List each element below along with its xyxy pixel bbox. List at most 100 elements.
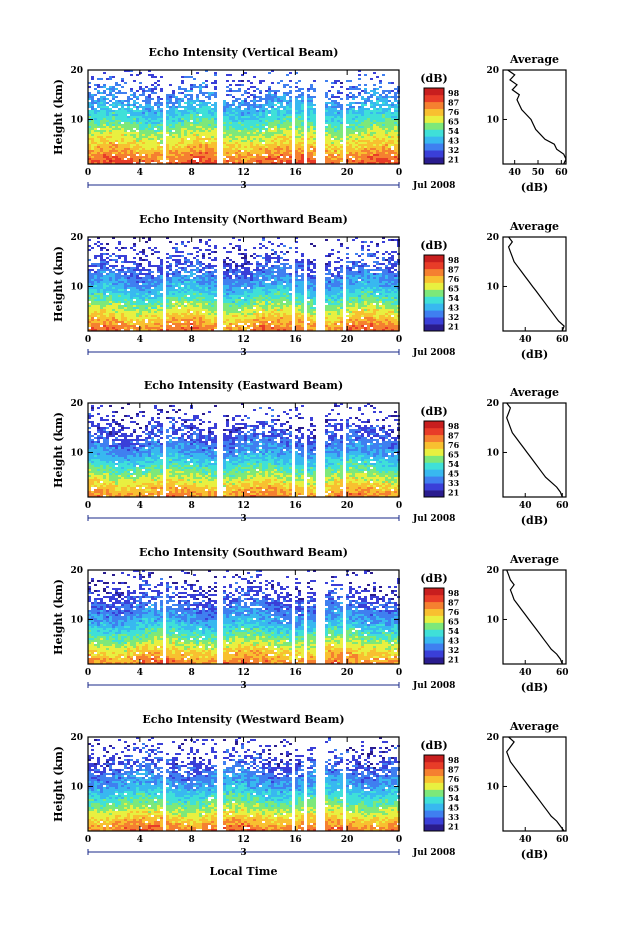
heatmap-cell xyxy=(172,106,175,108)
heatmap-cell xyxy=(274,158,277,160)
heatmap-cell xyxy=(388,96,391,98)
heatmap-cell xyxy=(361,90,364,92)
heatmap-cell xyxy=(139,321,142,323)
heatmap-cell xyxy=(142,122,145,124)
heatmap-cell xyxy=(277,110,280,112)
heatmap-cell xyxy=(271,132,274,134)
heatmap-cell xyxy=(325,142,328,144)
heatmap-cell xyxy=(286,118,289,120)
heatmap-cell xyxy=(196,307,199,309)
heatmap-cell xyxy=(286,120,289,122)
heatmap-cell xyxy=(214,80,217,82)
heatmap-cell xyxy=(274,108,277,110)
heatmap-cell xyxy=(355,86,358,88)
heatmap-cell xyxy=(256,104,259,106)
heatmap-cell xyxy=(349,154,352,156)
heatmap-cell xyxy=(169,269,172,271)
heatmap-cell xyxy=(136,122,139,124)
heatmap-cell xyxy=(277,160,280,162)
heatmap-cell xyxy=(130,116,133,118)
heatmap-cell xyxy=(226,112,229,114)
heatmap-cell xyxy=(334,140,337,142)
heatmap-cell xyxy=(388,110,391,112)
heatmap-cell xyxy=(94,126,97,128)
heatmap-cell xyxy=(181,295,184,297)
heatmap-cell xyxy=(280,136,283,138)
heatmap-cell xyxy=(160,307,163,309)
heatmap-cell xyxy=(190,301,193,303)
heatmap-cell xyxy=(127,269,130,271)
heatmap-cell xyxy=(253,108,256,110)
heatmap-cell xyxy=(187,126,190,128)
heatmap-cell xyxy=(259,134,262,136)
heatmap-cell xyxy=(178,130,181,132)
heatmap-cell xyxy=(127,158,130,160)
heatmap-cell xyxy=(121,140,124,142)
heatmap-cell xyxy=(148,319,151,321)
heatmap-cell xyxy=(124,303,127,305)
heatmap-cell xyxy=(130,152,133,154)
heatmap-cell xyxy=(229,136,232,138)
heatmap-cell xyxy=(388,124,391,126)
heatmap-cell xyxy=(382,122,385,124)
heatmap-cell xyxy=(193,124,196,126)
heatmap-cell xyxy=(136,291,139,293)
heatmap-cell xyxy=(373,120,376,122)
heatmap-cell xyxy=(268,90,271,92)
heatmap-cell xyxy=(121,124,124,126)
heatmap-cell xyxy=(211,313,214,315)
heatmap-cell xyxy=(208,313,211,315)
heatmap-cell xyxy=(226,114,229,116)
heatmap-cell xyxy=(235,98,238,100)
heatmap-cell xyxy=(172,309,175,311)
heatmap-cell xyxy=(148,311,151,313)
heatmap-cell xyxy=(331,130,334,132)
heatmap-cell xyxy=(358,112,361,114)
heatmap-cell xyxy=(154,305,157,307)
heatmap-cell xyxy=(208,140,211,142)
heatmap-cell xyxy=(118,132,121,134)
heatmap-cell xyxy=(103,154,106,156)
heatmap-cell xyxy=(133,104,136,106)
heatmap-cell xyxy=(193,106,196,108)
heatmap-cell xyxy=(115,269,118,271)
heatmap-cell xyxy=(229,118,232,120)
heatmap-cell xyxy=(190,84,193,86)
heatmap-cell xyxy=(178,92,181,94)
heatmap-cell xyxy=(169,311,172,313)
heatmap-cell xyxy=(361,122,364,124)
heatmap-cell xyxy=(373,136,376,138)
heatmap-cell xyxy=(250,156,253,158)
heatmap-cell xyxy=(178,259,181,261)
heatmap-cell xyxy=(196,120,199,122)
heatmap-cell xyxy=(181,152,184,154)
heatmap-cell xyxy=(379,162,382,164)
heatmap-cell xyxy=(238,140,241,142)
heatmap-cell xyxy=(202,263,205,265)
heatmap-cell xyxy=(136,160,139,162)
heatmap-cell xyxy=(148,100,151,102)
heatmap-cell xyxy=(196,317,199,319)
heatmap-cell xyxy=(154,130,157,132)
heatmap-cell xyxy=(187,293,190,295)
heatmap-cell xyxy=(205,243,208,245)
x-tick-label: 8 xyxy=(189,168,195,178)
heatmap-cell xyxy=(100,86,103,88)
heatmap-cell xyxy=(262,118,265,120)
heatmap-cell xyxy=(115,277,118,279)
heatmap-cell xyxy=(214,162,217,164)
heatmap-cell xyxy=(190,313,193,315)
heatmap-cell xyxy=(109,295,112,297)
heatmap-cell xyxy=(379,158,382,160)
heatmap-cell xyxy=(205,271,208,273)
heatmap-cell xyxy=(100,122,103,124)
heatmap-cell xyxy=(130,122,133,124)
heatmap-cell xyxy=(91,162,94,164)
heatmap-cell xyxy=(187,327,190,329)
heatmap-cell xyxy=(148,96,151,98)
heatmap-cell xyxy=(127,138,130,140)
heatmap-cell xyxy=(256,152,259,154)
heatmap-cell xyxy=(160,118,163,120)
heatmap-cell xyxy=(193,305,196,307)
heatmap-cell xyxy=(235,317,238,319)
